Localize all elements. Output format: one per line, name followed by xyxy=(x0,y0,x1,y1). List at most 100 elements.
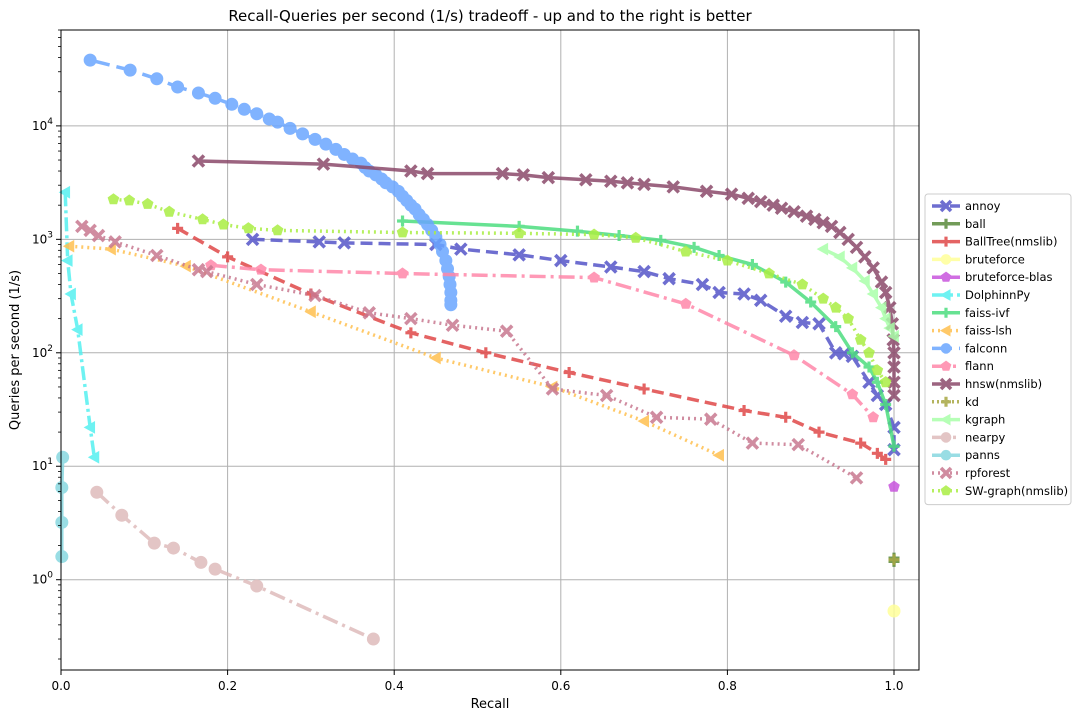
data-point xyxy=(813,426,825,438)
legend-label: faiss-lsh xyxy=(965,324,1012,338)
data-point xyxy=(858,250,872,264)
data-point xyxy=(637,177,651,192)
data-point xyxy=(541,170,556,185)
data-point xyxy=(830,321,842,333)
data-point xyxy=(862,375,876,390)
data-point xyxy=(499,324,514,338)
data-point xyxy=(688,241,700,253)
legend-label: faiss-ivf xyxy=(965,306,1010,320)
legend-marker xyxy=(941,236,951,247)
data-point xyxy=(791,437,805,452)
data-point xyxy=(816,242,829,256)
data-point xyxy=(738,405,750,416)
data-point xyxy=(222,251,234,263)
data-point xyxy=(604,260,618,274)
data-point xyxy=(666,180,681,194)
data-point xyxy=(397,215,409,227)
series-kd xyxy=(888,554,900,566)
data-point xyxy=(172,222,184,234)
data-point xyxy=(516,168,531,182)
x-tick-label: 0.6 xyxy=(551,679,570,693)
data-point xyxy=(75,219,89,234)
legend-marker xyxy=(941,307,951,318)
data-point xyxy=(808,212,822,227)
data-point xyxy=(304,305,316,319)
data-point xyxy=(883,321,895,335)
data-point xyxy=(308,132,322,146)
legend-marker xyxy=(940,432,952,443)
legend-marker xyxy=(939,466,953,480)
data-point xyxy=(712,448,724,462)
x-tick-label: 0.2 xyxy=(218,679,237,693)
data-point xyxy=(849,471,864,485)
data-point xyxy=(817,292,829,304)
data-point xyxy=(208,91,222,105)
legend-marker xyxy=(940,271,952,282)
data-point xyxy=(107,193,120,205)
x-tick-label: 0.0 xyxy=(51,679,70,693)
data-point xyxy=(866,261,880,275)
legend-marker xyxy=(939,324,951,337)
data-point xyxy=(871,364,884,376)
data-point xyxy=(444,298,458,312)
legend-label: hnsw(nmslib) xyxy=(965,377,1042,391)
chart-title: Recall-Queries per second (1/s) tradeoff… xyxy=(228,7,752,25)
data-point xyxy=(866,287,879,301)
data-point xyxy=(887,360,901,374)
data-point xyxy=(115,508,129,522)
data-point xyxy=(721,254,734,266)
legend-item xyxy=(932,485,960,496)
data-point xyxy=(147,536,161,550)
data-point xyxy=(61,254,73,267)
data-point xyxy=(649,410,664,425)
x-tick-label: 0.8 xyxy=(718,679,737,693)
legend-item xyxy=(932,271,960,282)
data-point xyxy=(58,185,71,199)
data-point xyxy=(271,115,285,129)
legend-item xyxy=(932,413,960,426)
data-point xyxy=(396,226,409,238)
data-point xyxy=(846,347,858,359)
data-point xyxy=(745,436,760,450)
data-point xyxy=(812,317,826,331)
data-point xyxy=(855,437,867,449)
legend-marker xyxy=(939,413,951,426)
data-point xyxy=(405,327,417,339)
plot-frame xyxy=(60,29,920,671)
data-point xyxy=(724,187,739,201)
series-falconn xyxy=(83,53,458,312)
data-point xyxy=(741,191,756,206)
data-point xyxy=(863,361,875,373)
data-point xyxy=(56,450,70,464)
data-point xyxy=(108,235,122,249)
data-point xyxy=(571,225,583,237)
axis-ticks: 0.0 0.2 0.4 0.6 0.8 1.0 100 101 102 103 104 xyxy=(32,29,904,693)
data-point xyxy=(208,562,222,576)
data-point xyxy=(150,72,164,86)
data-point xyxy=(699,184,714,199)
legend-item xyxy=(932,343,960,354)
data-point xyxy=(200,264,214,279)
series-line xyxy=(95,490,375,641)
legend-label: bruteforce xyxy=(965,252,1025,266)
data-point xyxy=(662,271,676,286)
data-point xyxy=(679,245,692,257)
data-point xyxy=(396,267,409,279)
data-point xyxy=(163,205,176,217)
series-flann xyxy=(205,259,879,423)
data-point xyxy=(637,264,651,279)
legend-label: rpforest xyxy=(965,466,1011,480)
data-point xyxy=(366,632,380,646)
data-point xyxy=(420,166,435,181)
legend-label: kd xyxy=(965,395,979,409)
data-point xyxy=(55,480,69,494)
data-point xyxy=(250,107,264,121)
legend-item xyxy=(932,218,960,229)
data-point xyxy=(283,121,297,135)
data-point xyxy=(604,174,618,189)
data-point xyxy=(495,166,510,181)
data-point xyxy=(563,367,575,379)
data-point xyxy=(512,248,526,262)
data-point xyxy=(796,278,809,290)
data-point xyxy=(55,550,69,564)
